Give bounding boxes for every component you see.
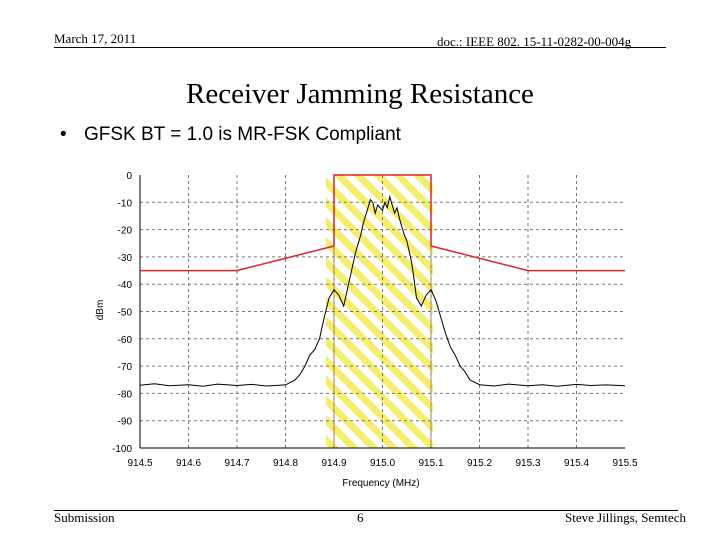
channel-band	[326, 175, 433, 448]
x-tick-label: 915.1	[418, 458, 443, 469]
footer-submission: Submission	[54, 510, 115, 525]
x-tick-label: 914.5	[127, 458, 152, 469]
header-date: March 17, 2011	[54, 31, 137, 46]
y-tick-label: -100	[112, 444, 132, 455]
y-tick-label: -70	[118, 362, 133, 373]
y-tick-label: -30	[118, 253, 133, 264]
x-tick-label: 914.8	[273, 458, 298, 469]
footer-page-number: 6	[357, 510, 364, 525]
bullet-dot-icon: •	[60, 124, 67, 145]
slide-title: Receiver Jamming Resistance	[186, 78, 534, 110]
x-tick-label: 915.5	[612, 458, 637, 469]
x-tick-label: 914.6	[176, 458, 201, 469]
x-tick-label: 914.9	[321, 458, 346, 469]
header-rule	[54, 47, 666, 48]
y-tick-label: -40	[118, 280, 133, 291]
spectrum-line	[139, 194, 626, 387]
bullet-text: GFSK BT = 1.0 is MR-FSK Compliant	[84, 124, 401, 145]
bullet-item: • GFSK BT = 1.0 is MR-FSK Compliant	[60, 124, 401, 146]
y-tick-label: -20	[118, 226, 133, 237]
y-tick-label: -10	[118, 198, 133, 209]
x-tick-label: 915.0	[370, 458, 395, 469]
y-tick-label: -90	[118, 417, 133, 428]
y-tick-label: -80	[118, 389, 133, 400]
x-tick-label: 915.2	[467, 458, 492, 469]
x-tick-label: 914.7	[224, 458, 249, 469]
x-tick-label: 915.3	[515, 458, 540, 469]
y-tick-label: -50	[118, 308, 133, 319]
y-tick-label: -60	[118, 335, 133, 346]
y-tick-label: 0	[126, 171, 132, 182]
header-doc-id: doc.: IEEE 802. 15-11-0282-00-004g	[437, 34, 632, 49]
footer-rule	[54, 510, 678, 511]
footer-author: Steve Jillings, Semtech	[565, 510, 686, 525]
x-axis-label: Frequency (MHz)	[342, 478, 419, 489]
mask-line	[140, 174, 625, 272]
x-tick-label: 915.4	[564, 458, 589, 469]
y-axis-label: dBm	[95, 300, 106, 321]
